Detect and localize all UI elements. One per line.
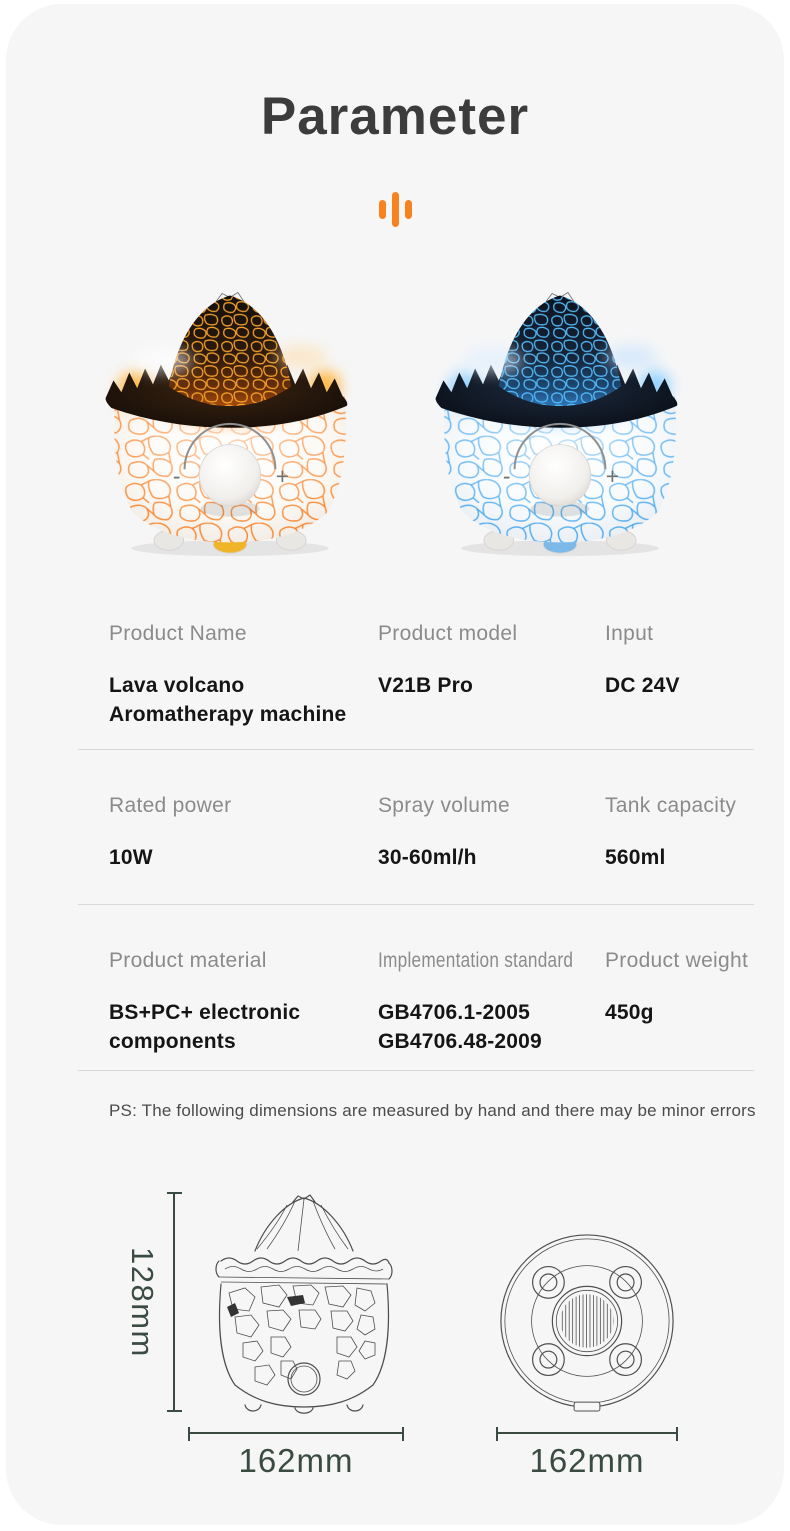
sketch-vent-grille — [551, 1285, 623, 1357]
spec-label: Input — [605, 622, 654, 645]
sketch-crackle — [227, 1284, 376, 1386]
product-photos: - + — [6, 260, 784, 560]
spec-label: Product weight — [605, 949, 749, 972]
equalizer-bar-left — [378, 199, 386, 219]
equalizer-bar-right — [404, 199, 412, 219]
parameter-card: Parameter — [6, 4, 784, 1525]
spec-label: Product material — [109, 949, 267, 972]
spec-row: Product Name Lava volcano Aromatherapy m… — [78, 604, 754, 750]
equalizer-bar-middle — [391, 191, 399, 227]
bottom-width-dimension-label: 162mm — [529, 1442, 645, 1479]
spec-label: Tank capacity — [605, 794, 737, 817]
sketch-body — [218, 1283, 390, 1414]
spec-value: V21B Pro — [378, 674, 473, 697]
spec-value: BS+PC+ electronic components — [109, 1001, 301, 1053]
mist — [463, 344, 657, 374]
bottom-view-drawing-group: 162mm — [493, 1226, 681, 1480]
product-photo-blue: - + — [402, 260, 718, 560]
spec-cell-product-material: Product material BS+PC+ electronic compo… — [109, 949, 378, 1056]
control-knob: - + — [503, 422, 619, 517]
height-dimension: 128mm — [124, 1192, 182, 1412]
sketch-bottom-tab — [573, 1401, 601, 1412]
mist — [133, 344, 327, 374]
spec-cell-tank-capacity: Tank capacity 560ml — [605, 794, 754, 872]
spec-cell-product-model: Product model V21B Pro — [378, 622, 605, 729]
volcano-diffuser-blue-illustration: - + — [435, 291, 678, 557]
spec-cell-rated-power: Rated power 10W — [109, 794, 378, 872]
spec-cell-product-weight: Product weight 450g — [605, 949, 754, 1056]
spec-value: GB4706.1-2005 GB4706.48-2009 — [378, 1001, 542, 1053]
control-knob: - + — [173, 422, 289, 517]
spec-value: 450g — [605, 1001, 654, 1024]
knob-minus-label: - — [503, 463, 511, 489]
height-dimension-label: 128mm — [125, 1246, 160, 1358]
dimension-drawings: 128mm — [124, 1186, 681, 1480]
bottom-width-dimension-line — [496, 1427, 678, 1441]
product-photo-flame: - + — [72, 260, 388, 560]
side-view-drawing-group: 128mm — [124, 1186, 419, 1480]
page-title: Parameter — [260, 87, 530, 146]
knob-minus-label: - — [173, 463, 181, 489]
bottom-width-dimension: 162mm — [496, 1427, 678, 1480]
volcano-cone — [498, 291, 622, 407]
spec-cell-input: Input DC 24V — [605, 622, 754, 729]
spec-cell-product-name: Product Name Lava volcano Aromatherapy m… — [109, 622, 378, 729]
side-width-dimension: 162mm — [188, 1427, 404, 1480]
height-dimension-line — [167, 1192, 182, 1412]
diffuser-side-view-sketch — [215, 1194, 393, 1414]
spec-row: Product material BS+PC+ electronic compo… — [78, 905, 754, 1071]
spec-label: Implementation standard — [378, 949, 574, 972]
spec-value: DC 24V — [605, 674, 680, 697]
volcano-cone — [168, 291, 292, 407]
knob-plus-label: + — [276, 463, 289, 489]
sketch-cone — [254, 1194, 354, 1252]
volcano-diffuser-flame-illustration: - + — [105, 291, 348, 557]
spec-value: 30-60ml/h — [378, 846, 477, 869]
spec-row: Rated power 10W Spray volume 30-60ml/h T… — [78, 750, 754, 905]
spec-label: Product model — [378, 622, 518, 645]
sketch-feet — [531, 1265, 643, 1377]
equalizer-bars-icon — [6, 186, 784, 232]
spec-value: Lava volcano Aromatherapy machine — [109, 674, 347, 726]
spec-value: 10W — [109, 846, 153, 869]
spec-cell-spray-volume: Spray volume 30-60ml/h — [378, 794, 605, 872]
spec-label: Product Name — [109, 622, 247, 645]
spec-label: Spray volume — [378, 794, 510, 817]
spec-cell-implementation-standard: Implementation standard GB4706.1-2005 GB… — [378, 949, 605, 1056]
knob-plus-label: + — [606, 463, 619, 489]
side-width-dimension-line — [188, 1427, 404, 1441]
spec-table: Product Name Lava volcano Aromatherapy m… — [78, 604, 754, 1071]
ps-note: PS: The following dimensions are measure… — [109, 1101, 756, 1120]
spec-value: 560ml — [605, 846, 666, 869]
spec-label: Rated power — [109, 794, 232, 817]
side-width-dimension-label: 162mm — [238, 1442, 354, 1479]
diffuser-bottom-view-sketch — [500, 1234, 674, 1412]
sketch-base-circles — [500, 1234, 674, 1408]
sketch-rim — [215, 1257, 393, 1285]
